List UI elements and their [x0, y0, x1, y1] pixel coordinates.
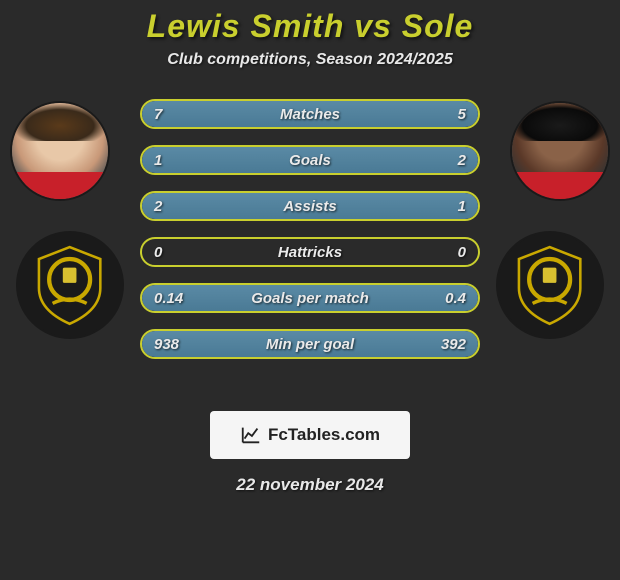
stat-label: Goals [142, 147, 478, 173]
club-right-crest [496, 231, 604, 339]
chart-icon [240, 424, 262, 446]
stat-label: Hattricks [142, 239, 478, 265]
jersey-icon [12, 172, 108, 199]
brand-text: FcTables.com [268, 425, 380, 445]
stat-label: Min per goal [142, 331, 478, 357]
player-left-avatar [10, 101, 110, 201]
date-text: 22 november 2024 [0, 475, 620, 495]
stat-bar: 0.140.4Goals per match [140, 283, 480, 313]
stats-bars: 75Matches 12Goals 21Assists 00Hattricks 0.14… [140, 99, 480, 375]
stat-bar: 21Assists [140, 191, 480, 221]
player-face-icon [512, 103, 608, 199]
stat-label: Assists [142, 193, 478, 219]
player-right-avatar [510, 101, 610, 201]
club-left-crest [16, 231, 124, 339]
crest-icon [498, 233, 602, 337]
page-subtitle: Club competitions, Season 2024/2025 [0, 51, 620, 69]
stat-bar: 75Matches [140, 99, 480, 129]
crest-icon [18, 233, 122, 337]
page-title: Lewis Smith vs Sole [0, 8, 620, 45]
jersey-icon [512, 172, 608, 199]
stat-bar: 12Goals [140, 145, 480, 175]
stat-label: Goals per match [142, 285, 478, 311]
stat-bar: 938392Min per goal [140, 329, 480, 359]
player-face-icon [12, 103, 108, 199]
stat-label: Matches [142, 101, 478, 127]
stat-bar: 00Hattricks [140, 237, 480, 267]
brand-badge: FcTables.com [210, 411, 410, 459]
comparison-layout: 75Matches 12Goals 21Assists 00Hattricks 0.14… [0, 99, 620, 399]
